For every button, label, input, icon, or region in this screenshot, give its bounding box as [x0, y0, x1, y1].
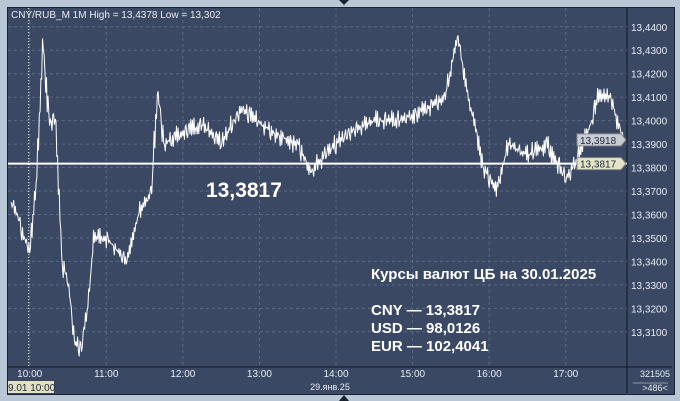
top-scroll-marker-icon[interactable] — [339, 0, 349, 5]
y-tick-label: 13,4400 — [631, 23, 668, 34]
x-tick-label: 17:00 — [553, 369, 578, 380]
reference-price-label: 13,3817 — [206, 179, 282, 202]
rate-eur: EUR — 102,4041 — [371, 338, 489, 355]
bottom-scroll-marker-icon[interactable] — [339, 395, 349, 401]
cursor-time-label: 9.01 10:00 — [8, 383, 56, 394]
y-tick-label: 13,3900 — [631, 140, 668, 151]
y-tick-label: 13,4300 — [631, 46, 668, 57]
y-tick-label: 13,4200 — [631, 70, 668, 81]
x-tick-label: 15:00 — [400, 369, 425, 380]
last-price-tag-bg — [576, 133, 627, 147]
reference-price-tag: 13,3817 — [580, 160, 617, 171]
y-tick-label: 13,3500 — [631, 234, 668, 245]
reference-price-tag-bg — [576, 157, 627, 171]
cb-rates-title: Курсы валют ЦБ на 30.01.2025 — [371, 266, 597, 283]
chart-title: CNY/RUB_M 1M High = 13,4378 Low = 13,302 — [11, 10, 221, 21]
x-tick-label: 12:00 — [170, 369, 195, 380]
x-tick-label: 10:00 — [17, 369, 42, 380]
x-tick-label: 13:00 — [247, 369, 272, 380]
rate-usd: USD — 98,0126 — [371, 320, 481, 337]
y-tick-label: 13,3300 — [631, 281, 668, 292]
volume-label: 321505 — [640, 369, 670, 379]
y-tick-label: 13,3200 — [631, 304, 668, 315]
x-tick-label: 16:00 — [477, 369, 502, 380]
date-label: 29.янв.25 — [310, 382, 350, 392]
price-series-line — [10, 35, 624, 357]
y-tick-label: 13,3400 — [631, 257, 668, 268]
x-tick-label: 14:00 — [323, 369, 348, 380]
cursor-time-bg — [8, 381, 54, 393]
y-tick-label: 13,3600 — [631, 210, 668, 221]
chart-frame — [7, 7, 675, 395]
cb-rates-box: Курсы валют ЦБ на 30.01.2025 CNY — 13,38… — [371, 266, 596, 356]
y-tick-label: 13,3700 — [631, 187, 668, 198]
x-tick-label: 11:00 — [94, 369, 119, 380]
y-tick-label: 13,4000 — [631, 117, 668, 128]
rate-cny: CNY — 13,3817 — [371, 302, 480, 319]
y-tick-label: 13,4100 — [631, 93, 668, 104]
last-price-tag: 13,3918 — [580, 136, 617, 147]
bar-count-label: >486< — [642, 383, 668, 393]
y-tick-label: 13,3100 — [631, 328, 668, 339]
y-tick-label: 13,3800 — [631, 164, 668, 175]
